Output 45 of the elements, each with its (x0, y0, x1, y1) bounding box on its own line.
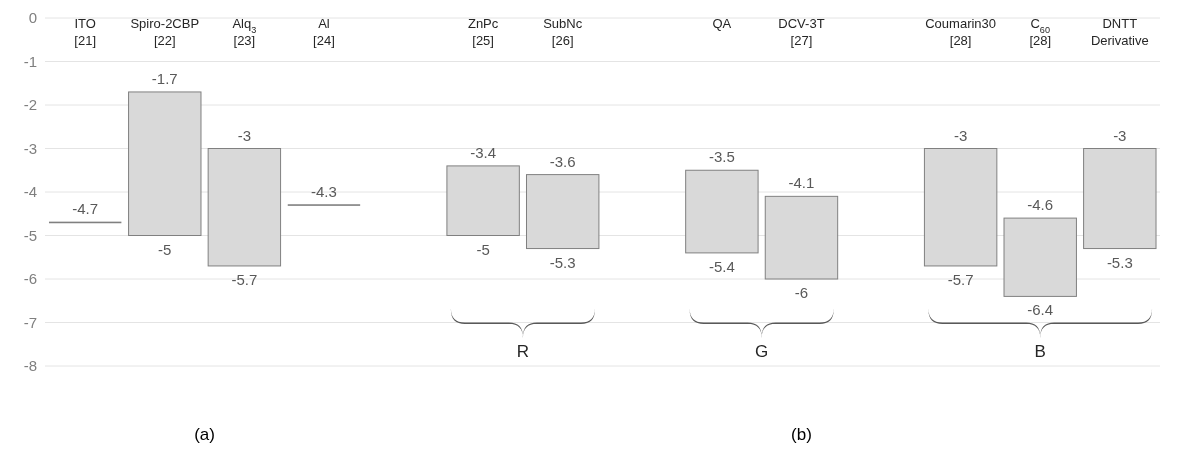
x-tick-label: Coumarin30 [28] (925, 16, 997, 48)
annotation: -5.7 (947, 270, 974, 288)
x-tick-label: DNTT Derivative (1090, 16, 1149, 48)
annotation: -5.4 (708, 257, 735, 275)
y-tick-label: -8 (23, 357, 37, 375)
x-tick-label: ZnPc [25] (467, 16, 499, 48)
x-tick-label: Spiro-2CBP [22] (130, 16, 200, 48)
annotation: -3 (1113, 126, 1127, 144)
annotation: G (755, 341, 769, 361)
x-tick-label: QA (712, 16, 732, 31)
annotation: -3 (953, 126, 968, 144)
annotation: -5.3 (549, 253, 576, 271)
annotation: -5.7 (231, 270, 258, 288)
annotation: R (516, 341, 530, 361)
x-tick-label: Al [24] (313, 16, 335, 48)
y-tick-label: -4 (23, 183, 37, 201)
annotation: -5.3 (1106, 253, 1133, 271)
y-tick-label: -3 (23, 139, 37, 157)
annotation: B (1034, 341, 1046, 361)
y-tick-label: -2 (23, 96, 37, 114)
annotation: -6.4 (1027, 301, 1054, 319)
y-tick-label: 0 (28, 9, 37, 27)
annotation: -4.3 (311, 183, 337, 201)
annotation: -5 (158, 240, 172, 258)
x-tick-label: C$_{60}$ [28] (1029, 16, 1052, 48)
text: (b) (791, 425, 812, 444)
annotation: -3.4 (470, 143, 497, 161)
x-tick-label: SubNc [26] (543, 16, 583, 48)
y-tick-label: -6 (23, 270, 37, 288)
annotation: -4.6 (1027, 196, 1054, 214)
y-tick-label: -5 (23, 226, 37, 244)
annotation: -5 (476, 240, 490, 258)
y-tick-label: -1 (23, 52, 37, 70)
x-tick-label: DCV-3T [27] (778, 16, 825, 48)
annotation: -4.7 (72, 200, 99, 218)
annotation: -3 (237, 126, 252, 144)
annotation: -3.6 (549, 152, 576, 170)
text: (a) (194, 425, 215, 444)
y-tick-label: -7 (23, 313, 37, 331)
x-tick-label: ITO [21] (74, 16, 97, 48)
annotation: -4.1 (788, 174, 815, 192)
annotation: -6 (794, 284, 809, 301)
annotation: -1.7 (151, 69, 178, 87)
annotation: -3.5 (708, 148, 735, 166)
x-tick-label: Alq$_{3}$ [23] (232, 16, 257, 48)
